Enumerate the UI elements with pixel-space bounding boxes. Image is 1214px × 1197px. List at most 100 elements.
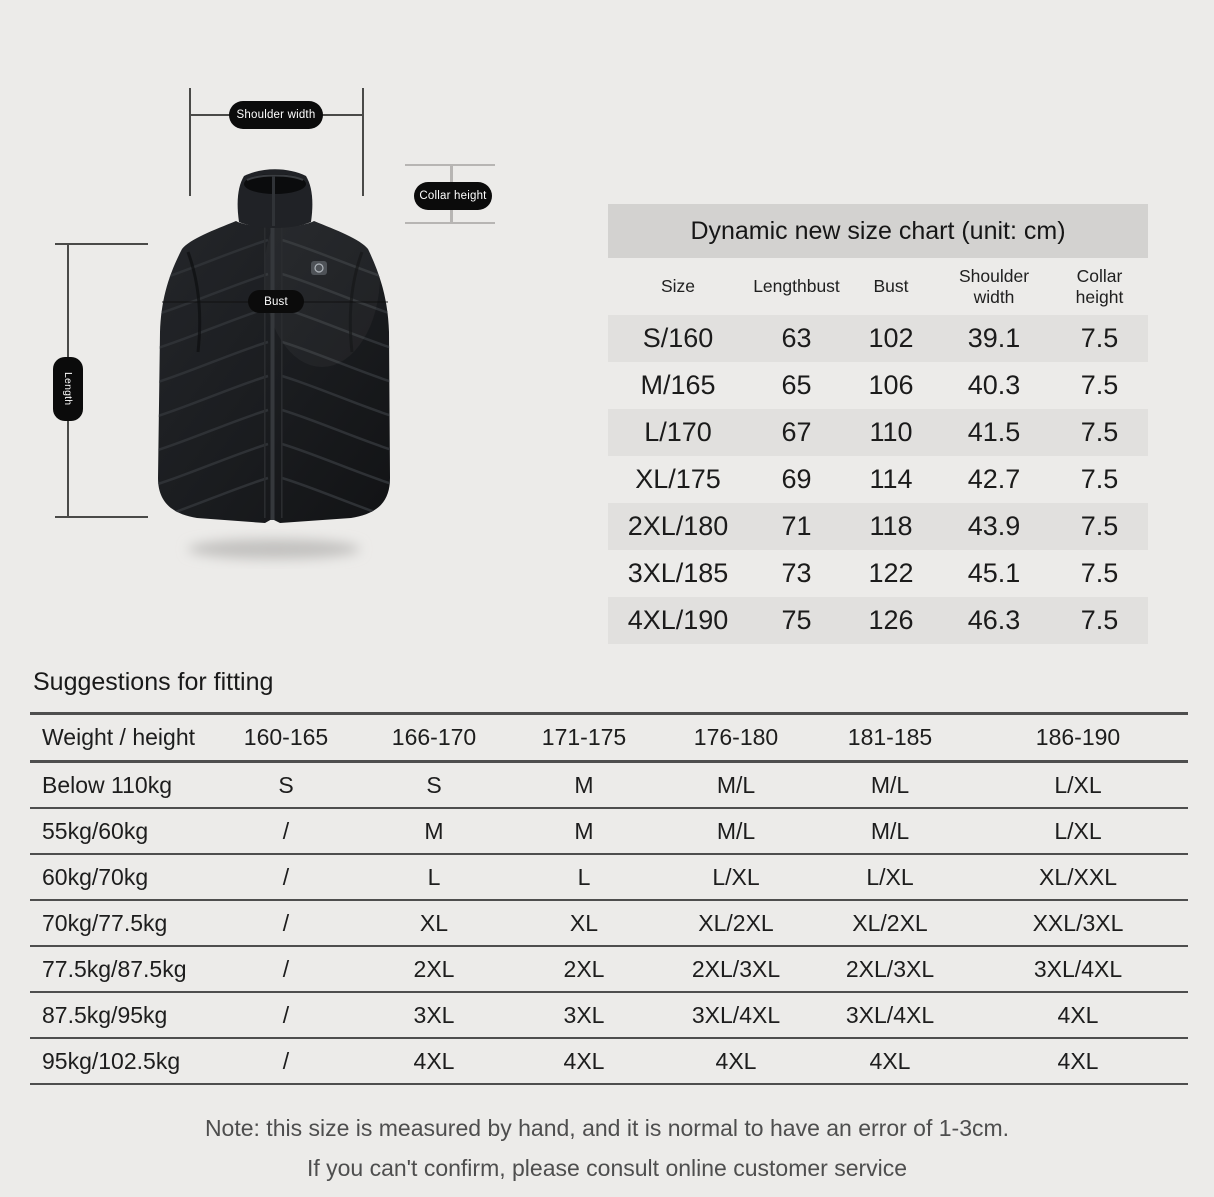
table-cell: 126	[845, 597, 937, 644]
table-cell: 3XL/4XL	[812, 992, 968, 1039]
table-cell: 2XL	[360, 946, 508, 993]
column-header: Shoulder width	[958, 265, 1030, 307]
table-cell: 3XL/4XL	[660, 992, 812, 1039]
table-row: XL/175 69 114 42.7 7.5	[608, 456, 1148, 503]
column-header: 171-175	[508, 713, 660, 763]
table-cell: 2XL/3XL	[660, 946, 812, 993]
table-row: 77.5kg/87.5kg/2XL 2XL 2XL/3XL 2XL/3XL 3XL/4X…	[30, 946, 1188, 993]
table-cell: 55kg/60kg	[30, 808, 212, 855]
table-row: L/170 67 110 41.5 7.5	[608, 409, 1148, 456]
table-cell: 102	[845, 315, 937, 362]
size-chart-body: S/160 63 102 39.1 7.5 M/165 65 106 40.3 7.5 L/170 6…	[608, 315, 1148, 644]
table-cell: 40.3	[967, 370, 1021, 400]
table-cell: 60kg/70kg	[30, 854, 212, 901]
table-cell: L/170	[608, 409, 748, 456]
table-cell: 7.5	[1080, 370, 1119, 400]
column-header: Bust	[873, 276, 909, 296]
table-cell: L/XL	[660, 854, 812, 901]
table-cell: /	[212, 854, 360, 901]
column-header: 181-185	[812, 713, 968, 763]
fitting-table: Weight / height 160-165 166-170 171-175 176-…	[30, 712, 1188, 1085]
table-row: 87.5kg/95kg/3XL 3XL 3XL/4XL 3XL/4XL 4XL	[30, 992, 1188, 1039]
table-cell: 4XL	[968, 992, 1188, 1039]
size-chart: Dynamic new size chart (unit: cm) Size Le…	[608, 204, 1148, 644]
vest-illustration	[158, 169, 390, 559]
length-label-text: Length	[62, 372, 74, 406]
table-row: 70kg/77.5kg / XL XL XL/2XL XL/2XL XXL/3XL	[30, 900, 1188, 947]
table-cell: 7.5	[1051, 315, 1148, 362]
size-chart-title: Dynamic new size chart (unit: cm)	[608, 204, 1148, 258]
table-cell: L/XL	[968, 808, 1188, 855]
table-cell: M/165	[640, 370, 716, 400]
table-row: Below 110kg S S M M/L M/L L/XL	[30, 761, 1188, 809]
fitting-body: Below 110kg S S M M/L M/L L/XL 55kg/60kg / M M M/L M…	[30, 761, 1188, 1085]
table-cell: 4XL	[508, 1038, 660, 1085]
table-cell: M	[508, 761, 660, 809]
table-cell: S	[360, 761, 508, 809]
table-cell: 95kg/102.5kg	[30, 1038, 212, 1085]
table-row: 2XL/180 71 118 43.9 7.5	[608, 503, 1148, 550]
table-cell: 122	[868, 558, 914, 588]
table-cell: 2XL/180	[608, 503, 748, 550]
table-cell: 114	[869, 464, 913, 494]
table-row: 55kg/60kg / M M M/L M/L L/XL	[30, 808, 1188, 855]
table-cell: 7.5	[1051, 409, 1148, 456]
table-cell: L/XL	[812, 854, 968, 901]
table-cell: L/XL	[968, 761, 1188, 809]
table-cell: 43.9	[937, 503, 1051, 550]
size-chart-table: Size Lengthbust Bust Shoulder width Collar h…	[608, 258, 1148, 644]
table-row: 3XL/185 73 122 45.1 7.5	[608, 550, 1148, 597]
table-cell: XL/XXL	[968, 854, 1188, 901]
note-line-1: Note: this size is measured by hand, and…	[204, 1115, 1010, 1141]
table-cell: 39.1	[937, 315, 1051, 362]
table-cell: Below 110kg	[30, 761, 212, 809]
table-cell: XL/175	[635, 464, 721, 494]
length-label: Length	[53, 357, 83, 421]
table-cell: 7.5	[1080, 558, 1119, 588]
table-cell: 4XL	[360, 1038, 508, 1085]
table-cell: 75	[748, 597, 845, 644]
table-cell: 4XL	[660, 1038, 812, 1085]
table-cell: 7.5	[1051, 597, 1148, 644]
table-cell: XL	[360, 900, 508, 947]
table-cell: /	[212, 946, 360, 993]
size-chart-header: Size Lengthbust Bust Shoulder width Collar h…	[608, 258, 1148, 315]
table-cell: /	[212, 900, 360, 947]
column-header: Collar height	[1075, 265, 1124, 307]
table-cell: S	[212, 761, 360, 809]
table-cell: 71	[748, 503, 845, 550]
table-row: S/160 63 102 39.1 7.5	[608, 315, 1148, 362]
table-cell: 110	[845, 409, 937, 456]
size-chart-header-row: Size Lengthbust Bust Shoulder width Collar h…	[608, 258, 1148, 315]
table-cell: 69	[781, 464, 812, 494]
table-row: 60kg/70kg / L L L/XL L/XL XL/XXL	[30, 854, 1188, 901]
collar-height-label: Collar height	[414, 182, 492, 210]
table-row: 4XL/190 75 126 46.3 7.5	[608, 597, 1148, 644]
table-cell: XL/2XL	[812, 900, 968, 947]
column-header: Lengthbust	[753, 276, 840, 296]
table-cell: 87.5kg/95kg	[30, 992, 212, 1039]
heat-button-detail	[311, 261, 327, 275]
length-cap-top	[55, 243, 148, 245]
fitting-heading: Suggestions for fitting	[33, 668, 274, 696]
table-cell: 4XL/190	[608, 597, 748, 644]
table-cell: XL	[508, 900, 660, 947]
table-cell: L	[360, 854, 508, 901]
table-cell: 42.7	[967, 464, 1021, 494]
table-cell: M/L	[812, 808, 968, 855]
bust-label-text: Bust	[264, 295, 288, 308]
table-cell: 2XL/3XL	[812, 946, 968, 993]
bust-label: Bust	[248, 290, 304, 313]
table-cell: /	[212, 808, 360, 855]
shoulder-width-label: Shoulder width	[229, 101, 323, 129]
table-cell: XL/2XL	[660, 900, 812, 947]
column-header: 186-190	[968, 713, 1188, 763]
table-cell: M/L	[812, 761, 968, 809]
table-cell: /	[212, 992, 360, 1039]
table-cell: 4XL	[812, 1038, 968, 1085]
table-cell: 70kg/77.5kg	[30, 900, 212, 947]
table-cell: M	[360, 808, 508, 855]
table-row: M/165 65 106 40.3 7.5	[608, 362, 1148, 409]
shoulder-width-label-text: Shoulder width	[236, 109, 316, 121]
